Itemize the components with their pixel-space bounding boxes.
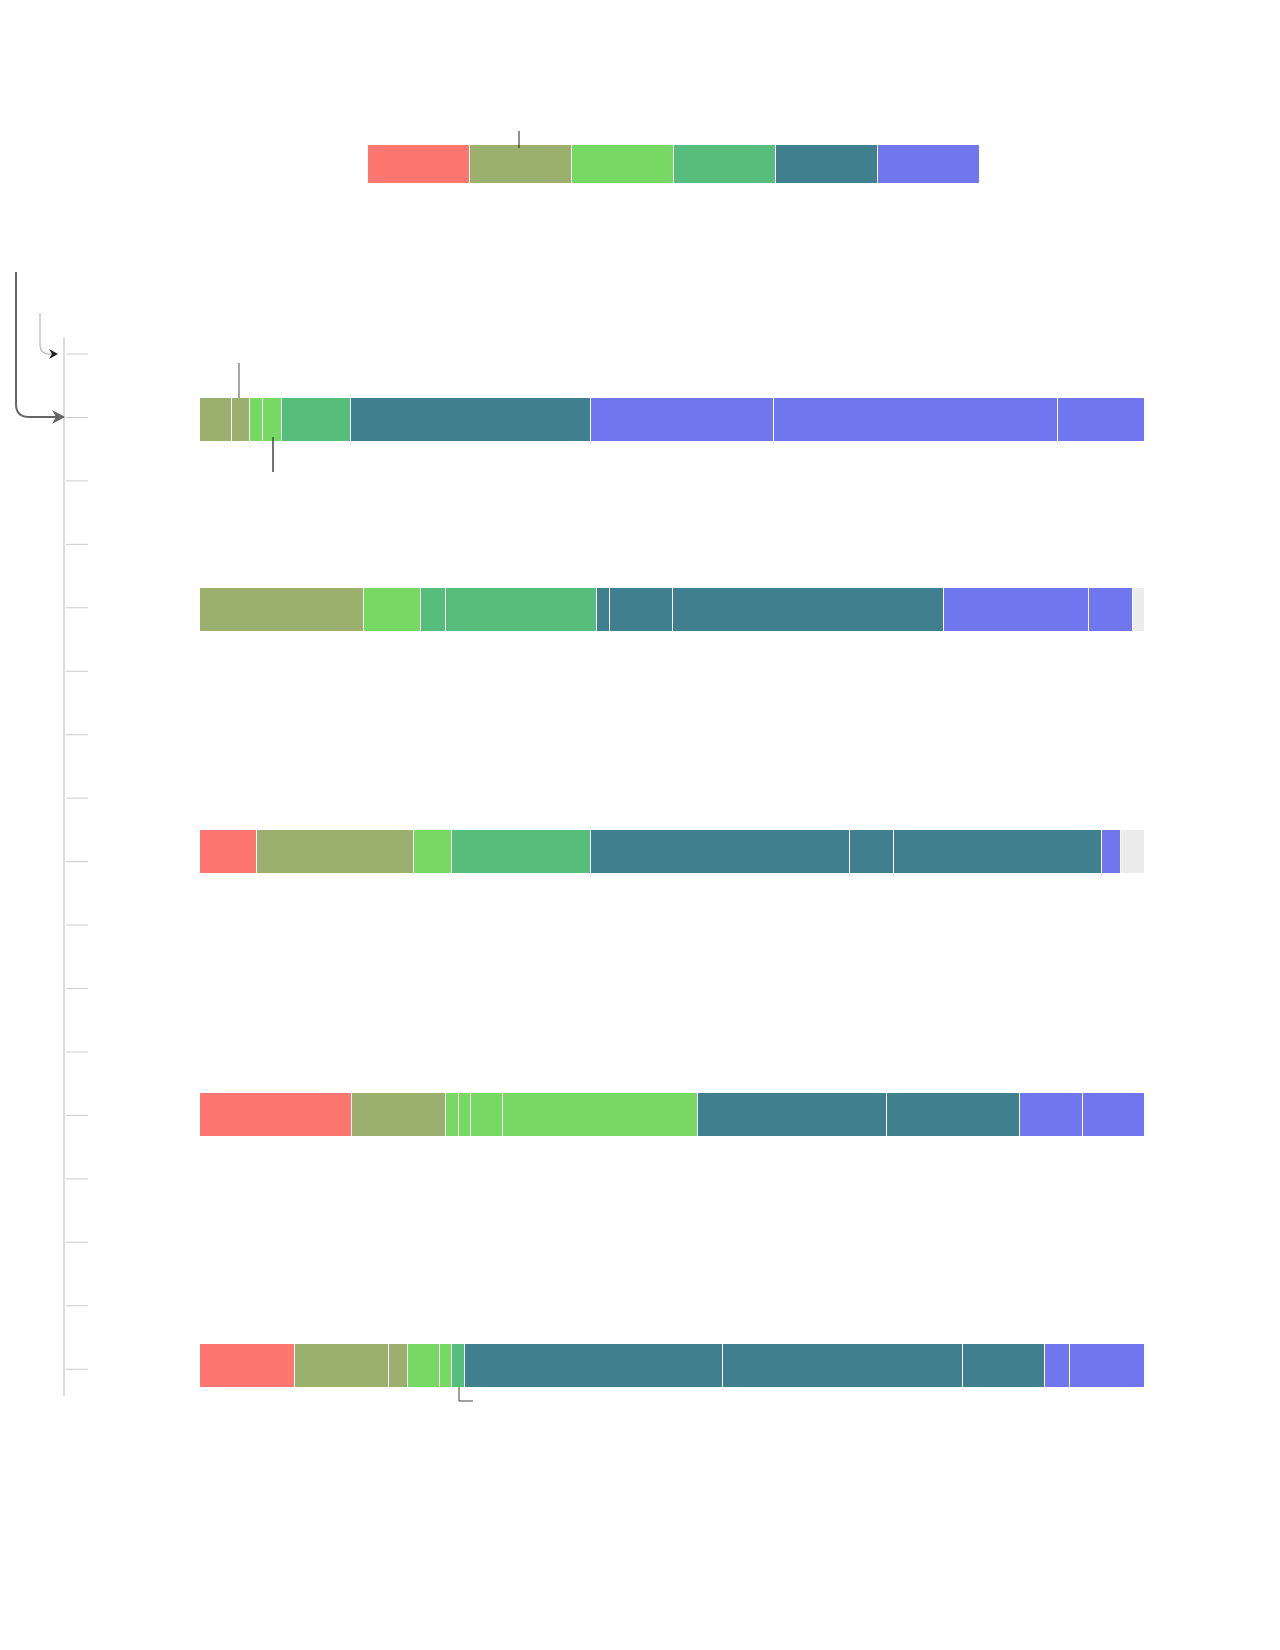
legend-swatch-0 [368,145,469,183]
small-arrow-icon [39,313,58,359]
bar-segment [673,588,943,631]
bar-segment [465,1344,722,1387]
bar-segment [963,1344,1044,1387]
bar-segment [1121,830,1144,873]
legend-swatch-4 [776,145,877,183]
bar-segment [352,1093,445,1136]
bar-segment [364,588,420,631]
bar-segment [1045,1344,1069,1387]
bar-segment [1070,1344,1144,1387]
bar-segment [282,398,350,441]
bar-segment [232,398,249,441]
annotation-line [458,1387,473,1402]
bar-segment [250,398,262,441]
bar-segment [887,1093,1019,1136]
bar-segment [471,1093,502,1136]
bar-segment [1020,1093,1082,1136]
bar-segment [295,1344,388,1387]
large-arrow-icon [15,272,65,424]
legend-swatch-1 [470,145,571,183]
bar-segment [723,1344,962,1387]
bar-segment [698,1093,886,1136]
bar-segment [200,588,363,631]
bar-segment [414,830,451,873]
bar-segment [452,1344,464,1387]
bar-segment [452,830,590,873]
bar-segment [850,830,893,873]
bar-segment [591,398,773,441]
bar-segment [440,1344,451,1387]
legend-swatch-2 [572,145,673,183]
bar-segment [408,1344,439,1387]
bar-segment [894,830,1101,873]
bar-segment [257,830,413,873]
bar-segment [1102,830,1120,873]
legend-swatch-3 [674,145,775,183]
bar-segment [200,1344,294,1387]
bar-segment [610,588,672,631]
bar-segment [389,1344,407,1387]
bar-segment [446,588,596,631]
bar-segment [200,830,256,873]
bar-segment [774,398,1057,441]
bar-segment [421,588,445,631]
bar-segment [263,398,281,441]
bar-segment [459,1093,470,1136]
bar-segment [1089,588,1132,631]
bar-segment [597,588,609,631]
bar-segment [1083,1093,1144,1136]
bar-segment [200,1093,351,1136]
bar-segment [1058,398,1144,441]
bar-segment [446,1093,458,1136]
bar-segment [1133,588,1144,631]
bar-segment [591,830,849,873]
bar-segment [503,1093,697,1136]
bar-segment [944,588,1088,631]
bar-segment [351,398,590,441]
legend-swatch-5 [878,145,979,183]
bar-segment [200,398,231,441]
